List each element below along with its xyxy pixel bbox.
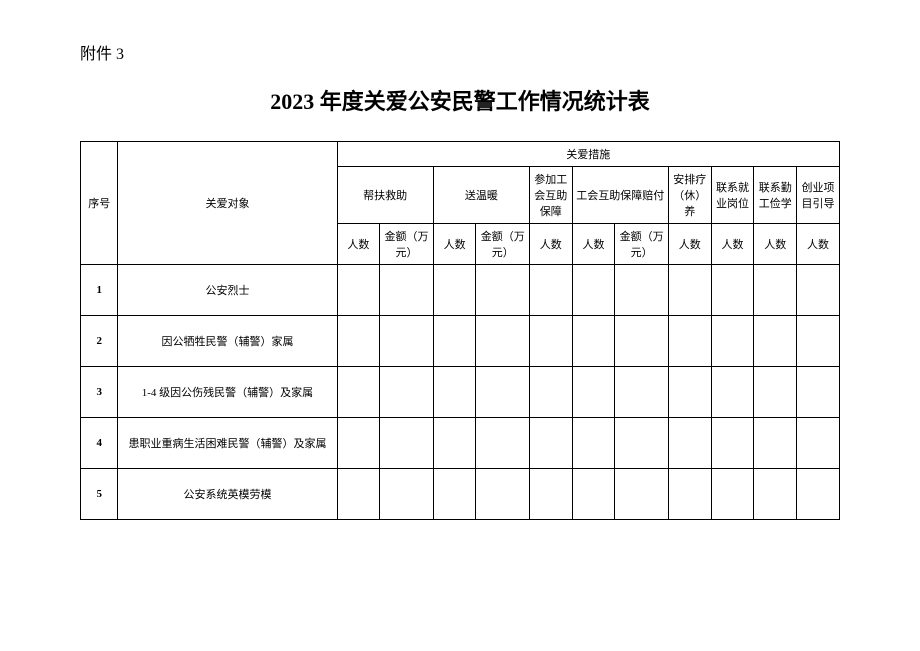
header-sub2: 送温暖 (433, 167, 529, 224)
cell-seq: 4 (81, 418, 118, 469)
cell-value (711, 469, 754, 520)
cell-value (529, 316, 572, 367)
header-people-6: 人数 (711, 224, 754, 265)
cell-value (615, 367, 668, 418)
header-sub7: 联系勤工俭学 (754, 167, 797, 224)
cell-value (668, 367, 711, 418)
header-sub5: 安排疗（休）养 (668, 167, 711, 224)
header-people-7: 人数 (754, 224, 797, 265)
cell-value (797, 367, 840, 418)
cell-value (337, 265, 380, 316)
header-people-5: 人数 (668, 224, 711, 265)
header-sub6: 联系就业岗位 (711, 167, 754, 224)
header-people-8: 人数 (797, 224, 840, 265)
cell-value (572, 316, 615, 367)
header-amount-1: 金额（万元） (380, 224, 433, 265)
header-seq: 序号 (81, 142, 118, 265)
cell-value (797, 418, 840, 469)
cell-value (668, 469, 711, 520)
cell-value (754, 418, 797, 469)
header-target: 关爱对象 (118, 142, 337, 265)
cell-value (337, 367, 380, 418)
cell-value (711, 418, 754, 469)
cell-value (615, 418, 668, 469)
cell-value (433, 469, 476, 520)
cell-value (529, 265, 572, 316)
cell-value (529, 418, 572, 469)
cell-value (380, 469, 433, 520)
cell-value (797, 265, 840, 316)
cell-value (529, 367, 572, 418)
cell-value (433, 418, 476, 469)
cell-value (476, 418, 529, 469)
cell-value (668, 316, 711, 367)
attachment-label: 附件 3 (80, 40, 840, 64)
cell-target: 公安系统英模劳模 (118, 469, 337, 520)
cell-seq: 1 (81, 265, 118, 316)
page-title: 2023 年度关爱公安民警工作情况统计表 (80, 84, 840, 116)
cell-value (433, 316, 476, 367)
cell-target: 公安烈士 (118, 265, 337, 316)
cell-value (433, 367, 476, 418)
cell-value (711, 265, 754, 316)
header-people-2: 人数 (433, 224, 476, 265)
cell-value (380, 367, 433, 418)
header-sub3: 参加工会互助保障 (529, 167, 572, 224)
cell-value (476, 316, 529, 367)
cell-target: 1-4 级因公伤残民警（辅警）及家属 (118, 367, 337, 418)
header-people-4: 人数 (572, 224, 615, 265)
table-row: 1 公安烈士 (81, 265, 840, 316)
cell-seq: 5 (81, 469, 118, 520)
cell-value (380, 265, 433, 316)
header-people-1: 人数 (337, 224, 380, 265)
header-sub1: 帮扶救助 (337, 167, 433, 224)
cell-value (754, 367, 797, 418)
cell-value (572, 469, 615, 520)
header-sub4: 工会互助保障赔付 (572, 167, 668, 224)
cell-value (476, 469, 529, 520)
cell-value (380, 316, 433, 367)
cell-value (797, 316, 840, 367)
cell-target: 因公牺牲民警（辅警）家属 (118, 316, 337, 367)
cell-value (711, 367, 754, 418)
cell-value (476, 367, 529, 418)
cell-value (797, 469, 840, 520)
cell-target: 患职业重病生活困难民警（辅警）及家属 (118, 418, 337, 469)
cell-value (337, 469, 380, 520)
header-measures: 关爱措施 (337, 142, 839, 167)
cell-value (529, 469, 572, 520)
cell-value (711, 316, 754, 367)
table-row: 2 因公牺牲民警（辅警）家属 (81, 316, 840, 367)
cell-value (572, 418, 615, 469)
cell-value (615, 316, 668, 367)
cell-value (615, 265, 668, 316)
cell-value (668, 265, 711, 316)
cell-value (572, 367, 615, 418)
cell-seq: 3 (81, 367, 118, 418)
table-row: 3 1-4 级因公伤残民警（辅警）及家属 (81, 367, 840, 418)
header-sub8: 创业项目引导 (797, 167, 840, 224)
cell-value (433, 265, 476, 316)
header-amount-2: 金额（万元） (476, 224, 529, 265)
cell-value (380, 418, 433, 469)
cell-value (754, 316, 797, 367)
cell-value (754, 265, 797, 316)
cell-seq: 2 (81, 316, 118, 367)
table-row: 5 公安系统英模劳模 (81, 469, 840, 520)
cell-value (337, 418, 380, 469)
table-row: 4 患职业重病生活困难民警（辅警）及家属 (81, 418, 840, 469)
cell-value (615, 469, 668, 520)
cell-value (754, 469, 797, 520)
cell-value (572, 265, 615, 316)
cell-value (668, 418, 711, 469)
cell-value (476, 265, 529, 316)
cell-value (337, 316, 380, 367)
header-amount-4: 金额（万元） (615, 224, 668, 265)
statistics-table: 序号 关爱对象 关爱措施 帮扶救助 送温暖 参加工会互助保障 工会互助保障赔付 … (80, 141, 840, 520)
header-people-3: 人数 (529, 224, 572, 265)
